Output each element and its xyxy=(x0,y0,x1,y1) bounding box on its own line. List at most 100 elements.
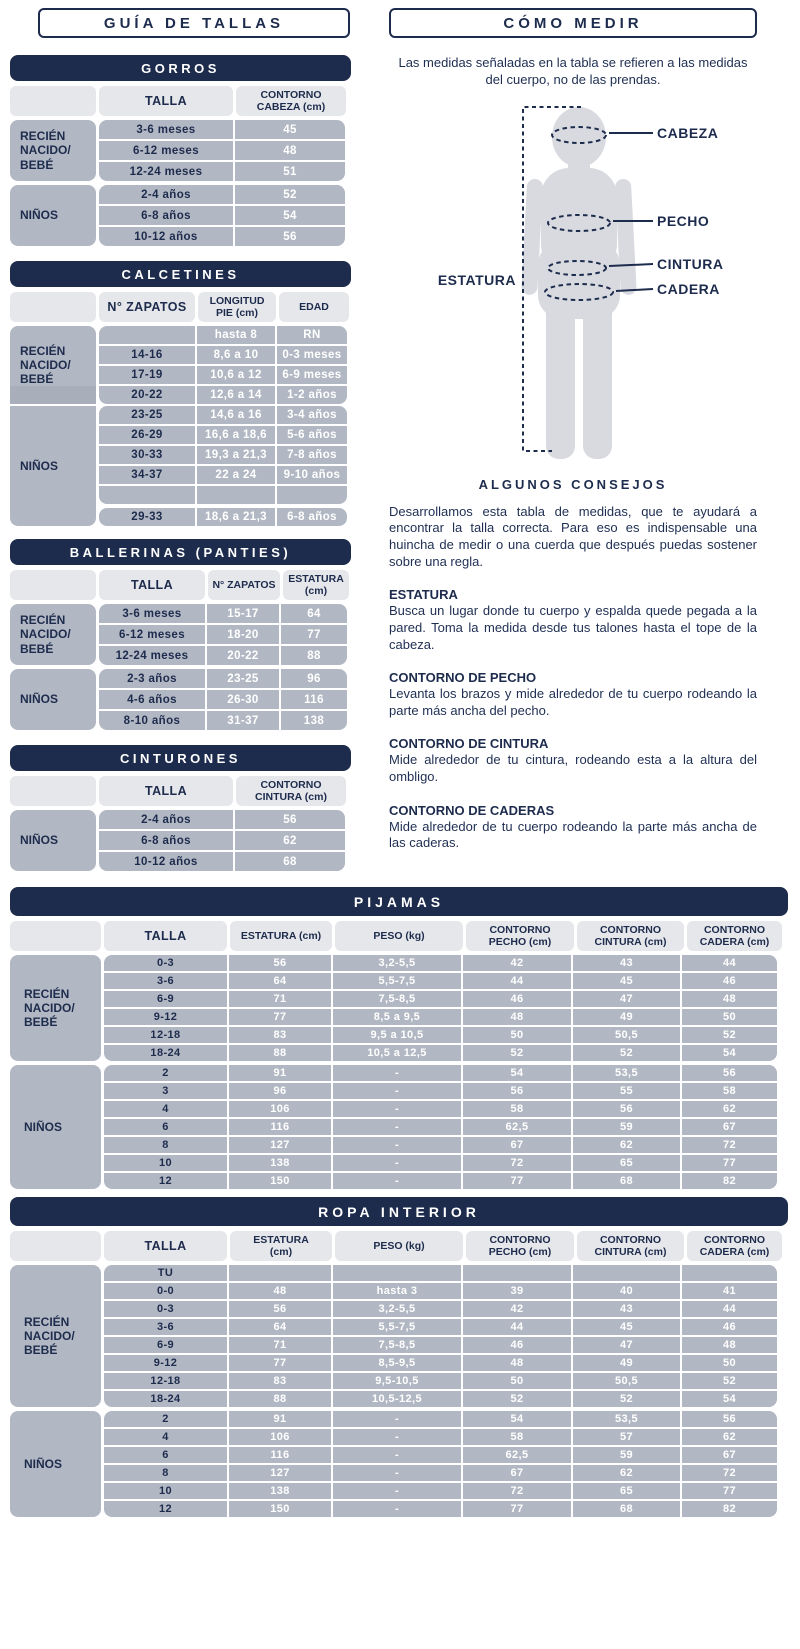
value-cell: 3-4 años xyxy=(277,406,347,424)
value-cell: 67 xyxy=(682,1119,777,1135)
value-cell: 52 xyxy=(682,1027,777,1043)
value-cell: 138 xyxy=(281,711,347,730)
value-cell: 91 xyxy=(229,1065,331,1081)
value-cell: 52 xyxy=(463,1391,571,1407)
value-cell: 58 xyxy=(682,1083,777,1099)
size-cell: 6-8 años xyxy=(99,206,233,225)
value-cell: 3,2-5,5 xyxy=(333,955,461,971)
value-cell: 42 xyxy=(463,1301,571,1317)
value-cell: 31-37 xyxy=(207,711,279,730)
size-cell: 12 xyxy=(104,1501,227,1517)
contorno-pecho-heading: CONTORNO DE PECHO xyxy=(389,670,537,686)
group-label: NIÑOS xyxy=(10,406,96,526)
value-cell: 65 xyxy=(573,1483,680,1499)
contorno-pecho-body: Levanta los brazos y mide alrededor de t… xyxy=(389,686,757,718)
group-rows: 3-6 meses 45 6-12 meses 48 12-24 meses 51 xyxy=(99,120,345,181)
value-cell: 67 xyxy=(463,1465,571,1481)
size-cell: 6 xyxy=(104,1447,227,1463)
column-header: CONTORNO CINTURA (cm) xyxy=(577,921,684,951)
value-cell: 50 xyxy=(463,1027,571,1043)
size-cell: 3 xyxy=(104,1083,227,1099)
group-rows: 3-6 meses 15-17 64 6-12 meses 18-20 77 12-24 m… xyxy=(99,604,347,665)
value-cell: 7,5-8,5 xyxy=(333,1337,461,1353)
value-cell: 56 xyxy=(682,1411,777,1427)
value-cell: - xyxy=(333,1155,461,1171)
value-cell: 56 xyxy=(573,1101,680,1117)
group-rows: 2-4 años 52 6-8 años 54 10-12 años 56 xyxy=(99,185,345,246)
estatura-section: ESTATURA Busca un lugar donde tu cuerpo … xyxy=(389,587,757,653)
value-cell: 3,2-5,5 xyxy=(333,1301,461,1317)
contorno-cintura-body: Mide alrededor de tu cintura, rodeando e… xyxy=(389,752,757,785)
table-header-row: TALLA ESTATURA (cm) PESO (kg) CONTORNO PECH… xyxy=(10,921,788,951)
value-cell: 54 xyxy=(463,1065,571,1081)
value-cell: 48 xyxy=(682,991,777,1007)
value-cell: 1-2 años xyxy=(277,386,347,404)
table-group: RECIÉN NACIDO/ BEBÉ hasta 8 RN 14-16 8,6 a 1… xyxy=(10,326,351,404)
value-cell: 58 xyxy=(463,1429,571,1445)
guia-de-tallas-title: GUÍA DE TALLAS xyxy=(38,8,350,38)
size-cell: TU xyxy=(104,1265,227,1281)
size-cell: 2 xyxy=(104,1065,227,1081)
body-silhouette xyxy=(521,106,637,459)
column-header: ESTATURA (cm) xyxy=(230,921,332,951)
group-label: RECIÉN NACIDO/ BEBÉ xyxy=(10,1265,101,1407)
value-cell: - xyxy=(333,1447,461,1463)
value-cell: 54 xyxy=(682,1045,777,1061)
value-cell: 72 xyxy=(682,1465,777,1481)
value-cell: 96 xyxy=(281,669,347,688)
value-cell: 10,6 a 12 xyxy=(197,366,275,384)
value-cell: 88 xyxy=(229,1045,331,1061)
value-cell: 127 xyxy=(229,1137,331,1153)
value-cell: 83 xyxy=(229,1373,331,1389)
como-medir-title: CÓMO MEDIR xyxy=(389,8,757,38)
row-block: 3-6 meses 45 6-12 meses 48 12-24 meses 51 xyxy=(99,120,345,181)
group-label-text: RECIÉN NACIDO/ BEBÉ xyxy=(24,1314,75,1358)
value-cell: 49 xyxy=(573,1009,680,1025)
value-cell: 106 xyxy=(229,1101,331,1117)
calcetines-section-title: CALCETINES xyxy=(10,261,351,287)
size-cell: 12 xyxy=(104,1173,227,1189)
como-medir-column: CÓMO MEDIR Las medidas señaladas en la t… xyxy=(389,8,757,871)
row-block: 2-3 años 23-25 96 4-6 años 26-30 116 8-10 años… xyxy=(99,669,347,730)
size-cell: 3-6 xyxy=(104,1319,227,1335)
size-cell: 6-8 años xyxy=(99,831,233,850)
value-cell: 59 xyxy=(573,1119,680,1135)
value-cell: 106 xyxy=(229,1429,331,1445)
value-cell: 77 xyxy=(229,1355,331,1371)
value-cell: 51 xyxy=(235,162,345,181)
table-group: NIÑOS 2-4 años 56 6-8 años 62 10-12 años 68 xyxy=(10,810,351,871)
cadera-measure-ellipse xyxy=(544,282,614,301)
size-cell: 12-24 meses xyxy=(99,646,205,665)
group-label-text: NIÑOS xyxy=(20,208,59,223)
label-connectors xyxy=(608,131,654,292)
value-cell: 56 xyxy=(235,227,345,246)
value-cell: 44 xyxy=(682,955,777,971)
value-cell: 9-10 años xyxy=(277,466,347,484)
corner-cell xyxy=(10,1231,101,1261)
ballerinas-section-title: BALLERINAS (PANTIES) xyxy=(10,539,351,565)
column-header: ESTATURA (cm) xyxy=(283,570,349,600)
cinturones-table: TALLA CONTORNO CINTURA (cm) NIÑOS 2-4 años 5… xyxy=(10,776,351,871)
size-cell: 0-0 xyxy=(104,1283,227,1299)
size-cell: 14-16 xyxy=(99,346,195,364)
column-header: LONGITUD PIE (cm) xyxy=(198,292,276,322)
size-cell: 4 xyxy=(104,1429,227,1445)
size-cell: 2 xyxy=(104,1411,227,1427)
group-label-text: RECIÉN NACIDO/ BEBÉ xyxy=(24,986,75,1030)
value-cell: 77 xyxy=(463,1501,571,1517)
value-cell: 62 xyxy=(573,1465,680,1481)
gorros-table: TALLA CONTORNO CABEZA (cm) RECIÉN NACIDO/ … xyxy=(10,86,351,246)
size-cell: 29-33 xyxy=(99,508,195,526)
size-cell: 18-24 xyxy=(104,1045,227,1061)
value-cell: 7-8 años xyxy=(277,446,347,464)
group-label-text: RECIÉN NACIDO/ BEBÉ xyxy=(20,129,71,172)
row-block: hasta 8 RN 14-16 8,6 a 10 0-3 meses 17-19 10,6… xyxy=(99,326,347,404)
group-rows: 2-3 años 23-25 96 4-6 años 26-30 116 8-10 años… xyxy=(99,669,347,730)
value-cell: 10,5 a 12,5 xyxy=(333,1045,461,1061)
value-cell: 59 xyxy=(573,1447,680,1463)
value-cell: 62 xyxy=(682,1429,777,1445)
value-cell: 8,5 a 9,5 xyxy=(333,1009,461,1025)
size-cell: 4 xyxy=(104,1101,227,1117)
contorno-pecho-section: CONTORNO DE PECHO Levanta los brazos y m… xyxy=(389,670,757,719)
value-cell: 64 xyxy=(229,1319,331,1335)
